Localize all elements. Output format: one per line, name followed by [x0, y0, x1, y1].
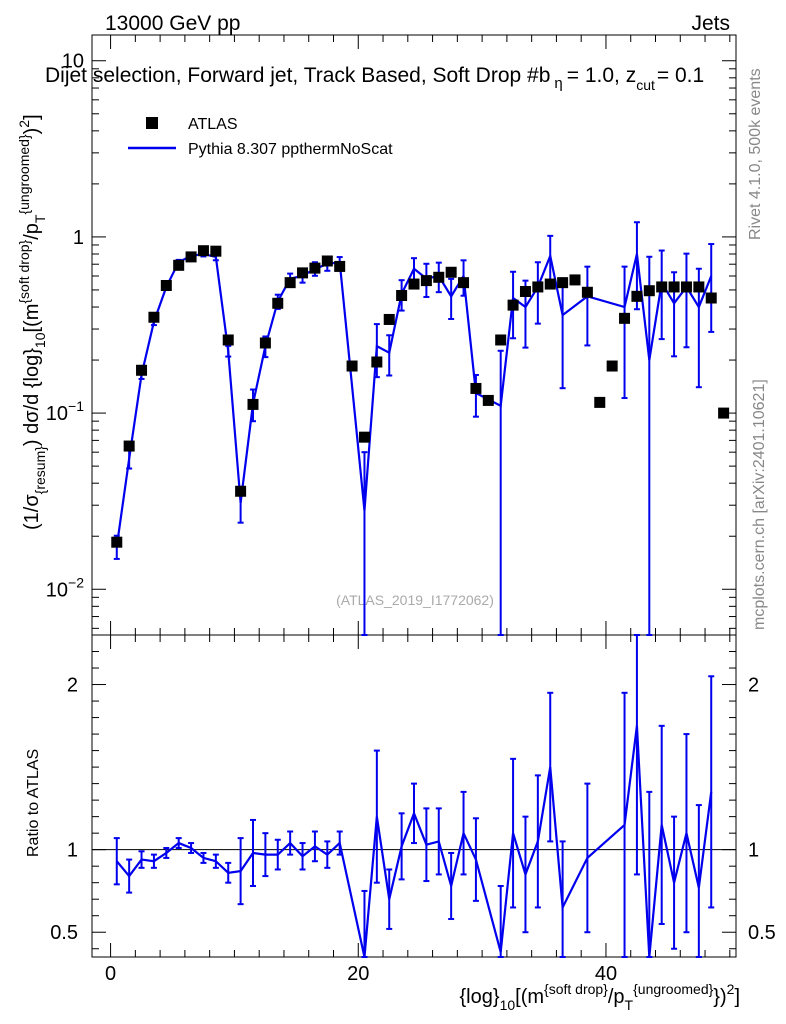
data-point [606, 360, 618, 372]
data-point [532, 281, 544, 293]
data-point [111, 536, 123, 548]
data-point [594, 396, 606, 408]
data-point [643, 285, 655, 297]
data-point [433, 271, 445, 283]
data-point [458, 277, 470, 289]
y-tick-label: 10−1 [46, 398, 84, 425]
data-point [284, 277, 296, 289]
data-point [445, 266, 457, 278]
category-label: Jets [691, 12, 730, 35]
legend-data-marker [146, 117, 158, 129]
data-point [557, 277, 569, 289]
data-point [247, 398, 259, 410]
data-point [272, 297, 284, 309]
legend-data-label: ATLAS [188, 116, 238, 133]
data-point [680, 281, 692, 293]
data-point [482, 394, 494, 406]
ratio-y-axis-label: Ratio to ATLAS [25, 749, 42, 857]
data-point [408, 278, 420, 290]
data-point [371, 356, 383, 368]
data-point [309, 262, 321, 274]
analysis-watermark: (ATLAS_2019_I1772062) [336, 592, 494, 608]
data-point [259, 337, 271, 349]
data-point [656, 281, 668, 293]
data-point [569, 274, 581, 286]
rivet-version-label: Rivet 4.1.0, 500k events [747, 68, 764, 240]
x-axis-label: {log}10[(m{soft drop}/pT{ungroomed}})2] [460, 981, 741, 1013]
ratio-tick-label-right: 0.5 [748, 922, 776, 944]
x-tick-label: 20 [347, 963, 369, 985]
ratio-plot-frame [91, 634, 737, 958]
data-point [668, 281, 680, 293]
x-tick-label: 0 [105, 963, 116, 985]
data-point [297, 267, 309, 279]
data-point [383, 313, 395, 325]
data-point [235, 485, 247, 497]
data-point [160, 279, 172, 291]
ratio-tick-label: 0.5 [50, 922, 78, 944]
ratio-tick-label: 1 [67, 840, 78, 862]
data-point [544, 278, 556, 290]
data-point [470, 382, 482, 394]
data-point [123, 440, 135, 452]
data-point [507, 299, 519, 311]
data-point [693, 281, 705, 293]
data-point [619, 312, 631, 324]
data-point [519, 285, 531, 297]
main-plot-data [111, 221, 730, 636]
main-y-axis-label: (1/σ{resum}) dσ/d {log}10[(m{soft drop}/… [16, 114, 48, 530]
axes-ticks: 0 20 40 10−2 10−1 1 10 0.5 0.5 1 1 2 2 [46, 35, 776, 985]
data-point [718, 407, 730, 419]
mcplots-label: mcplots.cern.ch [arXiv:2401.10621] [751, 379, 768, 630]
data-point [210, 245, 222, 257]
ratio-tick-label-right: 1 [748, 840, 759, 862]
data-point [148, 311, 160, 323]
y-tick-label: 10−2 [46, 574, 84, 601]
ratio-tick-label-right: 2 [748, 675, 759, 697]
data-point [346, 360, 358, 372]
data-point [321, 255, 333, 267]
plot-title: Dijet selection, Forward jet, Track Base… [45, 64, 704, 93]
y-tick-label: 1 [73, 227, 84, 249]
x-tick-label: 40 [595, 963, 617, 985]
data-point [136, 364, 148, 376]
data-point [495, 334, 507, 346]
ratio-plot-data [92, 634, 736, 958]
energy-label: 13000 GeV pp [105, 12, 240, 35]
ratio-series-line [115, 725, 713, 958]
data-point [396, 290, 408, 302]
data-point [197, 245, 209, 257]
data-point [185, 251, 197, 263]
data-point [581, 286, 593, 298]
data-point [631, 290, 643, 302]
data-point [334, 260, 346, 272]
mc-series-line [115, 252, 713, 547]
data-point [420, 275, 432, 287]
data-point [705, 292, 717, 304]
legend-mc-label: Pythia 8.307 ppthermNoScat [188, 141, 393, 158]
ratio-tick-label: 2 [67, 675, 78, 697]
y-tick-label: 10 [62, 51, 84, 73]
data-point [222, 334, 234, 346]
data-point [173, 259, 185, 271]
data-point [358, 431, 370, 443]
